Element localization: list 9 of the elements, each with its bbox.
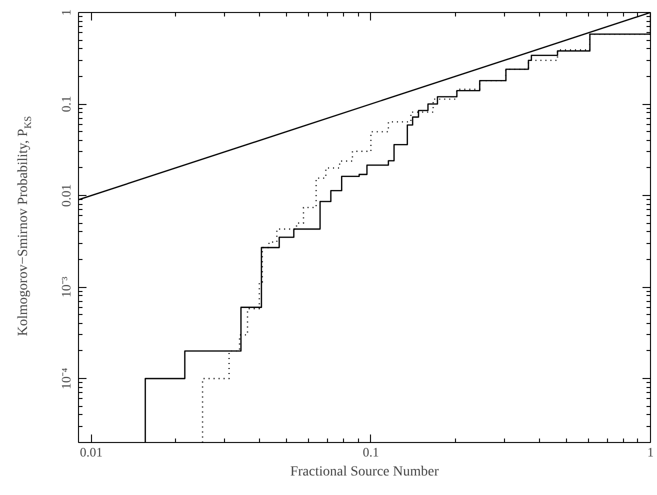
x-tick-label: 0.01 <box>80 444 103 460</box>
y-tick-label: 10⁻³ <box>58 276 74 298</box>
x-tick-label: 1 <box>647 444 654 460</box>
x-axis-title: Fractional Source Number <box>290 464 440 480</box>
x-tick-label: 0.1 <box>362 444 380 460</box>
y-tick-label: 0.1 <box>58 96 74 112</box>
y-tick-label: 1 <box>58 9 74 16</box>
y-tick-label: 0.01 <box>58 184 74 207</box>
y-tick-label: 10⁻⁴ <box>58 367 74 390</box>
